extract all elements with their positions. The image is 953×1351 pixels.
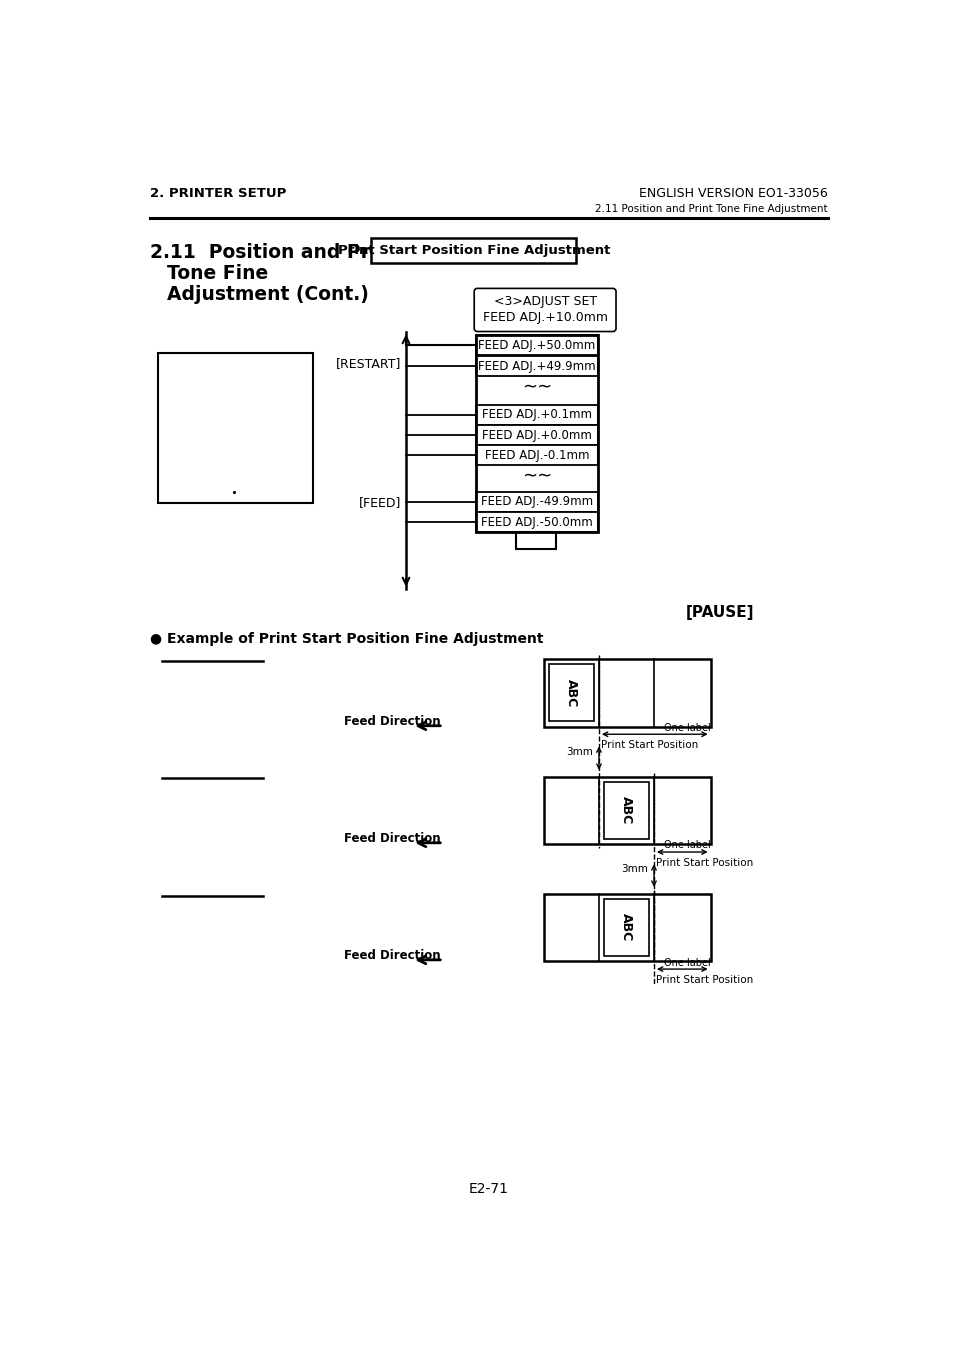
Text: FEED ADJ.+50.0mm: FEED ADJ.+50.0mm — [477, 339, 595, 351]
Bar — [476, 335, 598, 355]
Bar — [516, 532, 556, 550]
Bar — [158, 353, 313, 503]
Bar — [476, 446, 598, 466]
Text: Print Start Position: Print Start Position — [600, 740, 698, 750]
Text: ABC: ABC — [619, 796, 633, 824]
Text: 3mm: 3mm — [565, 747, 592, 757]
Bar — [371, 238, 576, 263]
Text: 2.11 Position and Print Tone Fine Adjustment: 2.11 Position and Print Tone Fine Adjust… — [595, 204, 827, 213]
Text: E2-71: E2-71 — [469, 1182, 508, 1197]
Text: Tone Fine: Tone Fine — [167, 263, 268, 282]
Text: FEED ADJ.+0.1mm: FEED ADJ.+0.1mm — [481, 408, 592, 422]
Bar — [476, 405, 598, 424]
Text: Adjustment (Cont.): Adjustment (Cont.) — [167, 285, 369, 304]
Text: FEED ADJ.-50.0mm: FEED ADJ.-50.0mm — [480, 516, 592, 530]
Bar — [549, 665, 593, 721]
Text: FEED ADJ.-0.1mm: FEED ADJ.-0.1mm — [484, 449, 589, 462]
Text: 2.11  Position and Print: 2.11 Position and Print — [150, 243, 398, 262]
Text: Print Start Position: Print Start Position — [656, 858, 753, 869]
Text: Print Start Position Fine Adjustment: Print Start Position Fine Adjustment — [337, 243, 609, 257]
Text: ∼∼: ∼∼ — [521, 467, 552, 485]
Text: One label: One label — [663, 840, 710, 851]
FancyBboxPatch shape — [474, 288, 616, 331]
Bar — [543, 659, 710, 727]
Bar — [604, 898, 648, 957]
Text: ∼∼: ∼∼ — [521, 378, 552, 396]
Text: FEED ADJ.+0.0mm: FEED ADJ.+0.0mm — [481, 430, 591, 442]
Text: FEED ADJ.+10.0mm: FEED ADJ.+10.0mm — [482, 312, 607, 324]
Text: 3mm: 3mm — [620, 865, 647, 874]
Bar — [476, 357, 598, 376]
Bar — [476, 426, 598, 446]
Text: Feed Direction: Feed Direction — [344, 832, 440, 844]
Text: Print Start Position: Print Start Position — [656, 975, 753, 985]
Bar — [604, 782, 648, 839]
Text: ABC: ABC — [619, 913, 633, 942]
Text: [FEED]: [FEED] — [358, 496, 401, 509]
Text: One label: One label — [663, 723, 710, 732]
Text: ABC: ABC — [564, 678, 578, 707]
Bar — [476, 512, 598, 532]
Bar — [543, 777, 710, 844]
Text: FEED ADJ.+49.9mm: FEED ADJ.+49.9mm — [477, 359, 596, 373]
Text: FEED ADJ.-49.9mm: FEED ADJ.-49.9mm — [480, 496, 593, 508]
Text: [RESTART]: [RESTART] — [335, 358, 401, 370]
Text: [PAUSE]: [PAUSE] — [685, 605, 754, 620]
Text: ENGLISH VERSION EO1-33056: ENGLISH VERSION EO1-33056 — [639, 186, 827, 200]
Text: One label: One label — [663, 958, 710, 967]
Bar — [476, 335, 598, 532]
Text: <3>ADJUST SET: <3>ADJUST SET — [493, 296, 596, 308]
Text: Feed Direction: Feed Direction — [344, 715, 440, 728]
Bar — [476, 492, 598, 512]
Bar — [543, 893, 710, 962]
Text: ● Example of Print Start Position Fine Adjustment: ● Example of Print Start Position Fine A… — [150, 632, 543, 646]
Text: Feed Direction: Feed Direction — [344, 948, 440, 962]
Text: 2. PRINTER SETUP: 2. PRINTER SETUP — [150, 186, 286, 200]
